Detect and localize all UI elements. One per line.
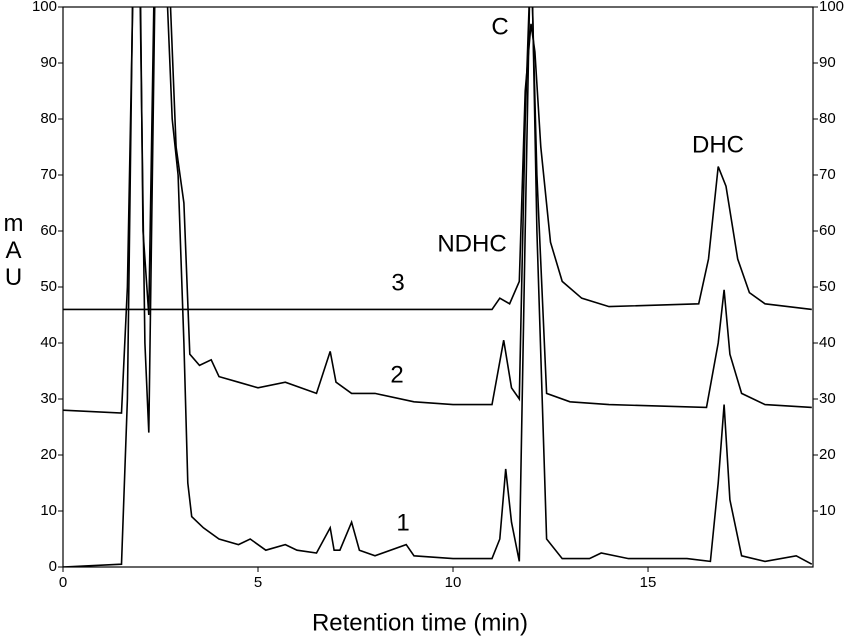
y-tick-label: 40 bbox=[40, 334, 57, 351]
plot-lines bbox=[63, 7, 813, 567]
y2-tick-label: 50 bbox=[819, 278, 836, 295]
y-tick-label: 80 bbox=[40, 110, 57, 127]
series-label: 1 bbox=[396, 509, 409, 536]
y-tick-label: 60 bbox=[40, 222, 57, 239]
y2-tick-label: 30 bbox=[819, 390, 836, 407]
x-axis-label: Retention time (min) bbox=[312, 609, 528, 636]
peak-annotation: NDHC bbox=[437, 230, 506, 257]
series-label: 3 bbox=[391, 269, 404, 296]
y2-tick-label: 60 bbox=[819, 222, 836, 239]
y2-tick-label: 90 bbox=[819, 54, 836, 71]
x-tick-label: 5 bbox=[254, 574, 262, 591]
x-tick-label: 15 bbox=[640, 574, 657, 591]
y-tick-label: 100 bbox=[32, 0, 57, 15]
y-tick-label: 20 bbox=[40, 446, 57, 463]
y-tick-label: 0 bbox=[49, 558, 57, 575]
y-tick-label: 50 bbox=[40, 278, 57, 295]
series-line bbox=[63, 23, 812, 311]
y2-tick-label: 70 bbox=[819, 166, 836, 183]
y-tick-label: 90 bbox=[40, 54, 57, 71]
peak-annotation: DHC bbox=[692, 131, 744, 158]
y-tick-label: 70 bbox=[40, 166, 57, 183]
x-tick-label: 10 bbox=[445, 574, 462, 591]
y2-tick-label: 20 bbox=[819, 446, 836, 463]
y2-tick-label: 10 bbox=[819, 502, 836, 519]
y-tick-label: 10 bbox=[40, 502, 57, 519]
series-line bbox=[63, 7, 813, 567]
y-tick-label: 30 bbox=[40, 390, 57, 407]
peak-annotation: C bbox=[491, 13, 508, 40]
y2-tick-label: 40 bbox=[819, 334, 836, 351]
y2-tick-label: 100 bbox=[819, 0, 844, 15]
y2-tick-label: 80 bbox=[819, 110, 836, 127]
x-tick-label: 0 bbox=[59, 574, 67, 591]
y-axis-label: mAU bbox=[0, 210, 27, 291]
plot-frame bbox=[62, 6, 814, 568]
series-line bbox=[63, 7, 812, 433]
series-label: 2 bbox=[390, 361, 403, 388]
